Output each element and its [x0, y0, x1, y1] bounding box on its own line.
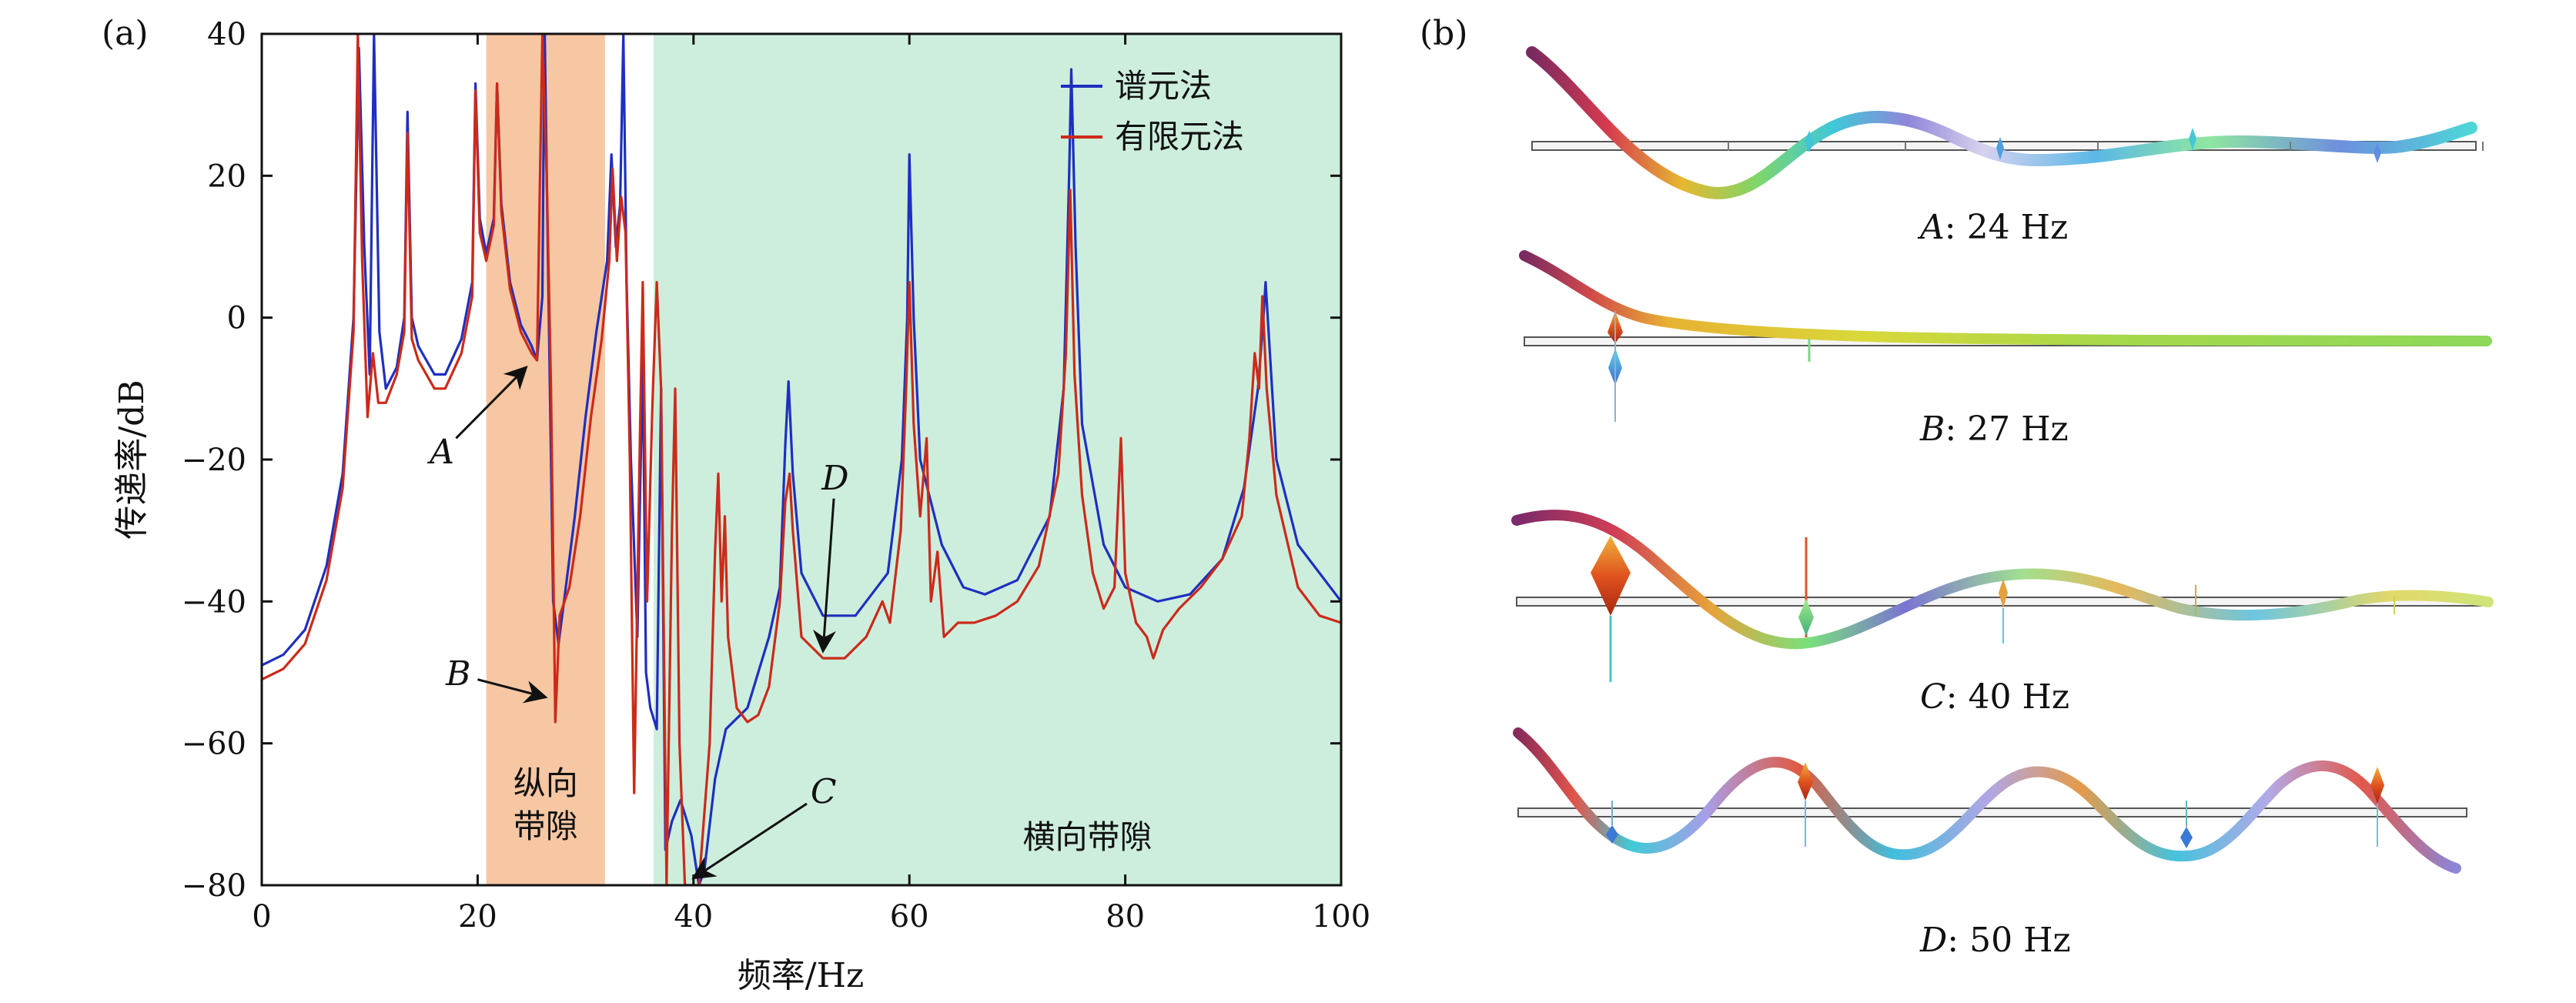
- mode-shape-c: C: 40 Hz: [1511, 509, 2494, 717]
- mode-caption-a: A: 24 Hz: [1917, 208, 2068, 247]
- panel-b-label: (b): [1420, 14, 1468, 53]
- x-tick-label: 80: [1106, 899, 1145, 934]
- x-axis-label: 频率/Hz: [738, 956, 864, 995]
- deformed-shape-d: [1513, 727, 2461, 874]
- deformed-shape-a: [1526, 46, 2477, 199]
- x-tick-label: 20: [458, 899, 497, 934]
- deformed-shape-c: [1511, 509, 2494, 650]
- legend-label-fem: 有限元法: [1115, 118, 1244, 155]
- resonator-a1: [1805, 131, 1814, 152]
- resonator-a3: [2189, 128, 2196, 151]
- resonator-c3: [1999, 579, 2008, 608]
- x-tick-label: 0: [252, 899, 271, 934]
- y-tick-label: −80: [182, 868, 246, 904]
- x-tick-label: 40: [674, 899, 713, 934]
- region-label-transverse: 横向带隙: [1023, 818, 1153, 856]
- x-tick-label: 100: [1312, 899, 1370, 934]
- resonator-d2: [1798, 762, 1813, 801]
- series-line-fem: [262, 34, 1341, 885]
- resonator-a4: [2374, 143, 2381, 163]
- mode-shapes-panel: A: 24 Hz B: 27 Hz C: 40 Hz: [1511, 46, 2494, 960]
- resonators-a: [1728, 142, 2484, 151]
- annotation-label-d: D: [821, 459, 848, 498]
- annotation-arrow-c: [691, 802, 808, 880]
- mode-caption-d: D: 50 Hz: [1919, 921, 2071, 960]
- mode-label-c: C: [1920, 677, 1946, 717]
- beam-a: [1531, 141, 2477, 151]
- beam-d: [1517, 807, 2467, 817]
- axis-ticks: 0 20 40 60 80 100 40 20 0 −20 −40 −60 −80: [182, 17, 1371, 934]
- resonator-a2: [1996, 137, 2004, 160]
- mode-label-b: B: [1919, 410, 1945, 449]
- annotation-label-c: C: [811, 773, 837, 812]
- mode-shape-a: A: 24 Hz: [1526, 46, 2484, 247]
- annotation-label-b: B: [445, 654, 470, 694]
- y-tick-label: 40: [207, 17, 246, 52]
- legend: 谱元法 有限元法: [1061, 67, 1244, 155]
- mode-frequency-d: : 50 Hz: [1947, 921, 2070, 960]
- mode-caption-c: C: 40 Hz: [1920, 677, 2069, 717]
- mode-shape-b: B: 27 Hz: [1519, 250, 2492, 449]
- annotation-arrow-a: [455, 366, 528, 440]
- mode-shape-d: D: 50 Hz: [1513, 727, 2467, 960]
- point-annotations: A B C D: [427, 366, 849, 880]
- y-tick-label: 0: [227, 301, 246, 336]
- annotation-arrow-d: [812, 498, 836, 654]
- resonator-d3: [2180, 827, 2193, 848]
- region-label-longitudinal-line: 纵向: [514, 764, 578, 802]
- mode-frequency-a: : 24 Hz: [1945, 208, 2068, 247]
- x-tick-label: 60: [890, 899, 929, 934]
- resonator-c1: [1591, 536, 1631, 616]
- y-tick-label: −60: [182, 727, 246, 762]
- series-line-spectral: [262, 34, 1341, 885]
- panel-a-label: (a): [102, 14, 149, 53]
- y-axis-label: 传递率/dB: [112, 379, 152, 539]
- y-tick-label: −20: [182, 443, 246, 478]
- region-band-1: [653, 34, 1341, 885]
- resonator-d1: [1606, 825, 1618, 844]
- resonator-c2: [1798, 599, 1814, 636]
- mode-caption-b: B: 27 Hz: [1919, 410, 2069, 449]
- annotation-arrow-b: [477, 678, 548, 704]
- legend-label-spectral: 谱元法: [1115, 67, 1212, 105]
- y-tick-label: 20: [207, 159, 246, 194]
- resonator-d4: [2370, 767, 2384, 804]
- region-label-longitudinal-line: 带隙: [514, 807, 578, 845]
- mode-frequency-b: : 27 Hz: [1945, 410, 2068, 449]
- plot-curves: [262, 34, 1341, 885]
- deformed-shape-b: [1519, 250, 2492, 346]
- annotation-label-a: A: [427, 433, 454, 472]
- mode-label-a: A: [1917, 208, 1945, 247]
- mode-label-d: D: [1919, 921, 1947, 960]
- y-tick-label: −40: [182, 584, 246, 620]
- mode-frequency-c: : 40 Hz: [1946, 677, 2069, 717]
